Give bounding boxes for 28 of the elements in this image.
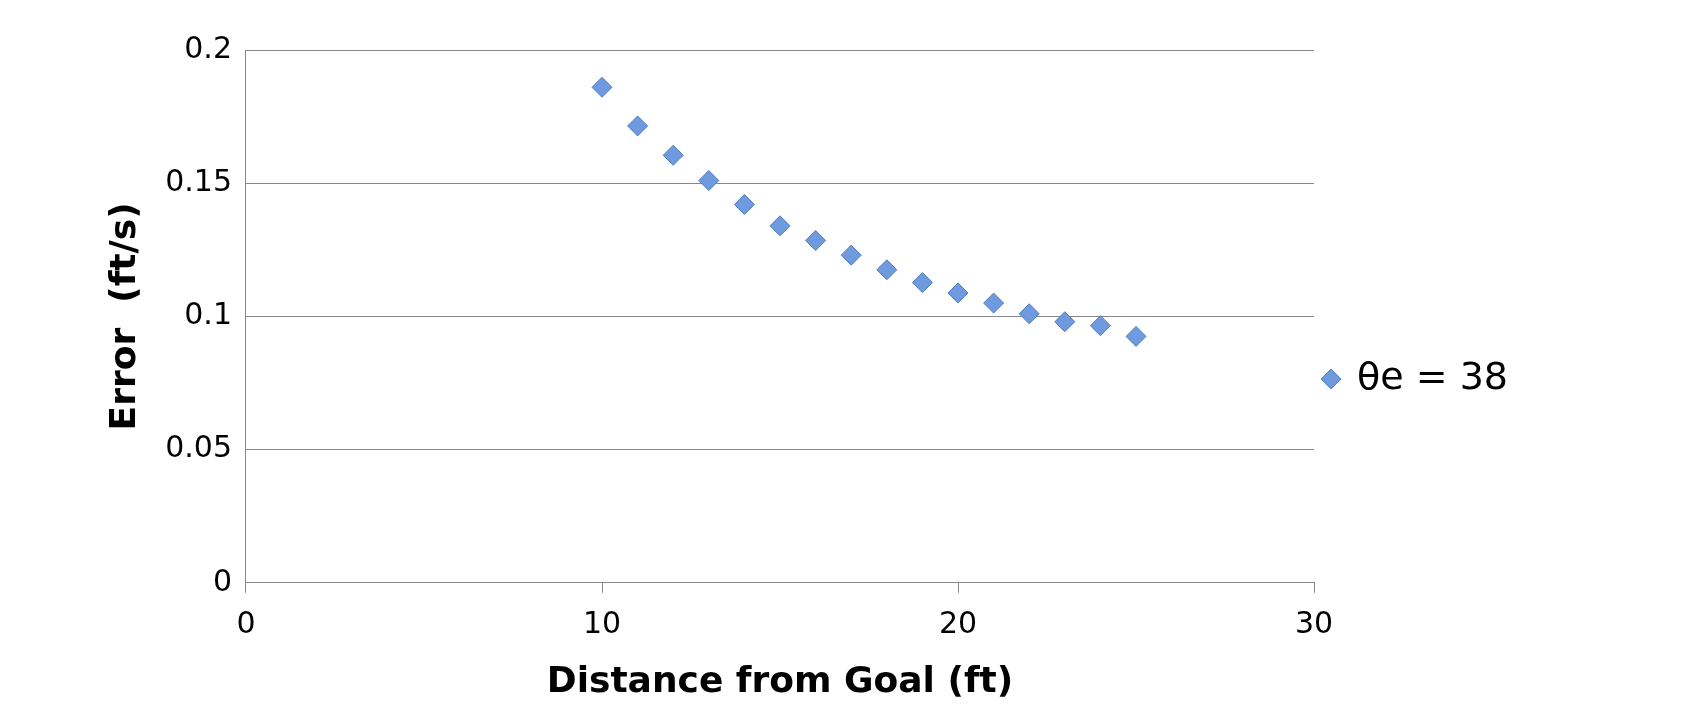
x-tick-label: 0 xyxy=(236,604,256,640)
point xyxy=(805,229,827,251)
x-tick-label: 10 xyxy=(582,604,622,640)
point xyxy=(876,259,898,281)
point xyxy=(662,144,684,166)
point xyxy=(627,115,649,137)
point xyxy=(733,194,755,216)
y-axis-title: Error (ft/s) xyxy=(101,202,143,431)
y-tick-label: 0.1 xyxy=(184,296,232,332)
x-tick-label: 20 xyxy=(938,604,978,640)
point xyxy=(591,76,613,98)
point xyxy=(1089,315,1111,337)
y-tick-label: 0.05 xyxy=(165,429,232,465)
point xyxy=(1018,303,1040,325)
point xyxy=(840,244,862,266)
point xyxy=(947,282,969,304)
y-tick-label: 0.15 xyxy=(165,163,232,198)
y-tick-label: 0 xyxy=(212,562,232,598)
x-axis-title: Distance from Goal (ft) xyxy=(546,658,1014,700)
x-tick-label: 30 xyxy=(1294,604,1334,640)
point xyxy=(1125,325,1147,347)
legend-label: θe = 38 xyxy=(1357,353,1508,398)
point xyxy=(1054,311,1076,333)
point xyxy=(983,292,1005,314)
point xyxy=(911,272,933,294)
point xyxy=(698,170,720,192)
point xyxy=(769,215,791,237)
y-tick-label: 0.2 xyxy=(184,29,232,65)
